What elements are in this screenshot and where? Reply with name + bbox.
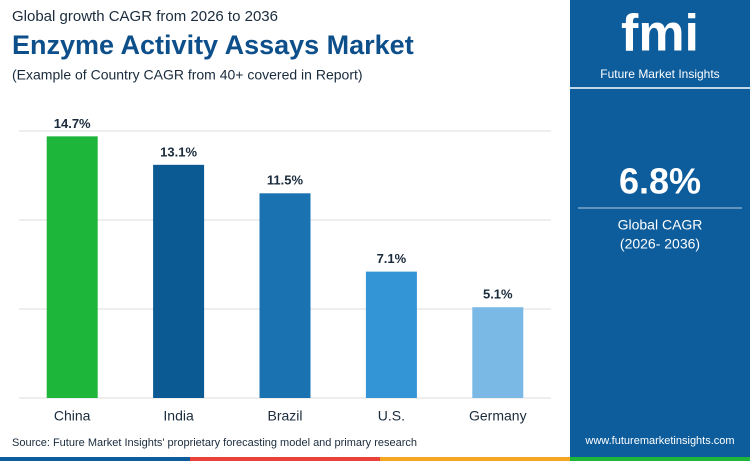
value-label: 14.7%	[54, 116, 91, 131]
x-tick-label: Brazil	[267, 408, 302, 424]
x-tick-label: India	[163, 408, 194, 424]
brand-name: Future Market Insights	[600, 67, 719, 81]
bar	[365, 271, 417, 398]
bar	[153, 164, 205, 398]
x-tick-label: U.S.	[378, 408, 405, 424]
headline-period: (2026- 2036)	[620, 236, 700, 252]
value-label: 7.1%	[377, 251, 407, 266]
strip	[570, 457, 750, 461]
website: www.futuremarketinsights.com	[584, 435, 734, 447]
bar	[46, 136, 98, 398]
headline-label: Global CAGR	[618, 217, 703, 233]
kicker: Global growth CAGR from 2026 to 2036	[12, 8, 278, 25]
strip	[380, 457, 570, 461]
strip	[0, 457, 190, 461]
x-tick-label: Germany	[469, 408, 527, 424]
logo: fmi	[621, 5, 699, 63]
strip	[190, 457, 380, 461]
bar	[259, 193, 311, 398]
side-panel	[570, 0, 750, 461]
value-label: 13.1%	[160, 144, 197, 159]
chart-title: Enzyme Activity Assays Market	[12, 30, 414, 60]
x-tick-label: China	[54, 408, 91, 424]
source-note: Source: Future Market Insights' propriet…	[12, 437, 417, 449]
chart-subtitle: (Example of Country CAGR from 40+ covere…	[12, 67, 363, 83]
value-label: 11.5%	[267, 173, 304, 188]
value-label: 5.1%	[483, 287, 513, 302]
headline-value: 6.8%	[619, 161, 701, 202]
bar	[472, 307, 524, 398]
